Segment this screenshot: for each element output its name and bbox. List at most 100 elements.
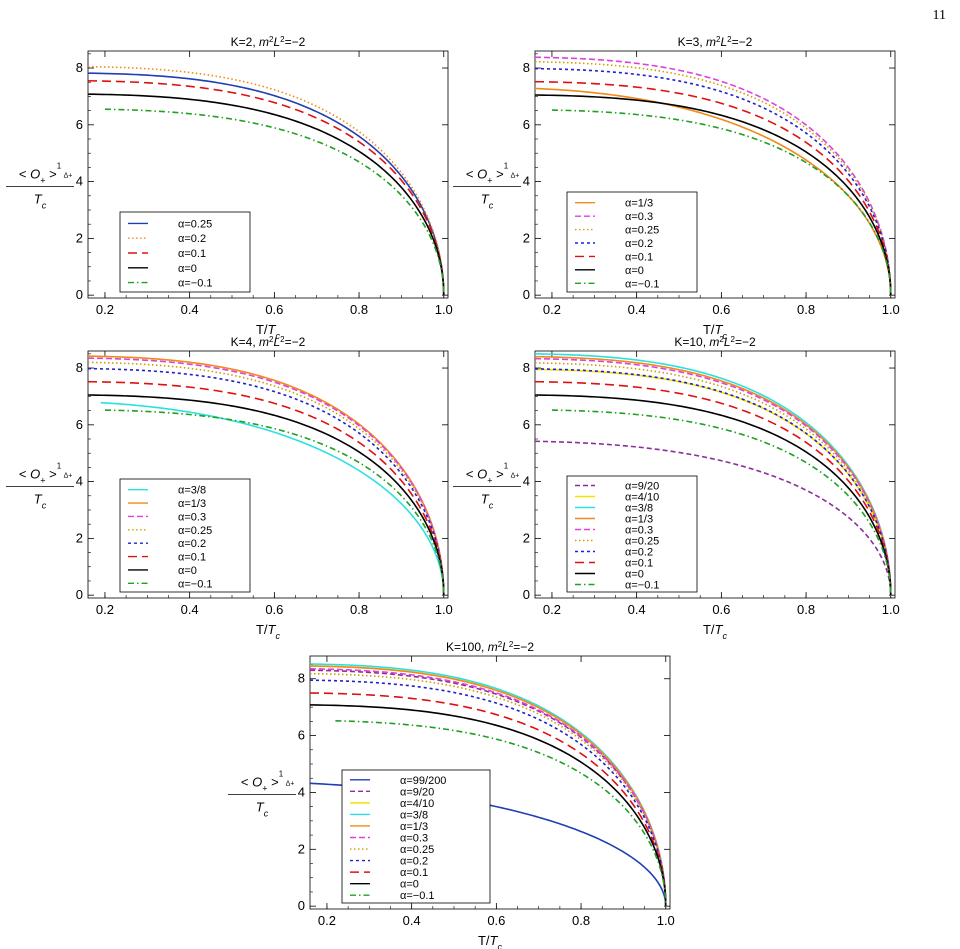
legend-box — [119, 211, 251, 293]
y-axis-exponent-denominator: Δ+ — [64, 173, 73, 180]
x-tick-label: 0.4 — [181, 302, 199, 317]
x-tick-label: 0.6 — [712, 602, 730, 617]
y-axis-label-denominator: Tc — [34, 492, 47, 511]
legend-label: α=3/8 — [400, 809, 428, 821]
series-line-6 — [535, 362, 892, 596]
plot-frame — [87, 350, 449, 599]
y-axis-label-numerator: < O+ >1 — [466, 462, 509, 486]
legend-label: α=0.2 — [178, 538, 206, 550]
series-line-1 — [100, 401, 445, 596]
y-tick-label: 0 — [76, 587, 83, 602]
legend-label: α=0.1 — [400, 867, 428, 879]
series-line-8 — [535, 380, 892, 596]
plot-frame — [309, 655, 671, 910]
series-line-1 — [88, 72, 445, 296]
series-line-5 — [535, 80, 892, 296]
legend-label: α=0.25 — [178, 525, 212, 537]
x-axis-label: T/Tc — [256, 322, 281, 341]
legend-label: α=−0.1 — [178, 578, 213, 590]
legend-label: α=0.25 — [625, 536, 659, 548]
y-axis-label-denominator: Tc — [34, 192, 47, 211]
x-tick-label: 0.2 — [543, 302, 561, 317]
y-axis-label-denominator: Tc — [481, 192, 494, 211]
legend-label: α=−0.1 — [625, 580, 660, 592]
legend-label: α=−0.1 — [400, 890, 435, 902]
y-axis-exponent-denominator: Δ+ — [511, 173, 520, 180]
y-tick-label: 8 — [76, 360, 83, 375]
x-tick-label: 0.6 — [487, 913, 505, 928]
legend-label: α=0.2 — [625, 238, 653, 250]
legend-label: α=−0.1 — [625, 278, 660, 290]
legend-label: α=0 — [178, 263, 197, 275]
legend-label: α=4/10 — [625, 492, 659, 504]
legend-label: α=0.2 — [625, 547, 653, 559]
legend-box — [566, 475, 698, 593]
y-axis-exponent-denominator: Δ+ — [64, 473, 73, 480]
legend-box — [566, 191, 698, 293]
chart-panel-5: K=100, m2L2=−2 0.2 0.4 0.6 0.8 1.0 0 2 4 6 8 T/Tc < … — [228, 640, 675, 949]
legend-label: α=3/8 — [625, 503, 653, 515]
chart-title: K=10, m2L2=−2 — [674, 335, 756, 350]
y-tick-label: 6 — [298, 728, 305, 743]
y-tick-label: 6 — [523, 417, 530, 432]
legend-box — [119, 478, 251, 593]
x-tick-label: 0.4 — [628, 302, 646, 317]
series-line-3 — [535, 60, 892, 296]
legend-label: α=9/20 — [400, 786, 434, 798]
y-axis-exponent-denominator: Δ+ — [286, 781, 295, 788]
legend-label: α=−0.1 — [178, 278, 213, 290]
x-axis-label: T/Tc — [256, 622, 281, 641]
y-tick-label: 4 — [523, 174, 530, 189]
series-line-7 — [88, 394, 445, 596]
y-axis-label-denominator: Tc — [481, 492, 494, 511]
series-line-5 — [88, 367, 445, 596]
series-line-7 — [551, 109, 892, 296]
series-line-6 — [535, 94, 892, 296]
y-tick-label: 4 — [298, 784, 305, 799]
x-tick-label: 0.8 — [350, 302, 368, 317]
legend-label: α=0.1 — [178, 552, 206, 564]
x-tick-label: 1.0 — [435, 602, 453, 617]
legend-label: α=0 — [400, 879, 419, 891]
series-line-7 — [310, 672, 667, 907]
legend-label: α=0.2 — [400, 856, 428, 868]
y-tick-label: 2 — [76, 530, 83, 545]
y-tick-label: 6 — [76, 417, 83, 432]
legend-label: α=0 — [625, 265, 644, 277]
x-tick-label: 0.6 — [265, 302, 283, 317]
y-axis-label-numerator: < O+ >1 — [466, 162, 509, 186]
x-tick-label: 0.4 — [628, 602, 646, 617]
x-tick-label: 0.6 — [712, 302, 730, 317]
series-line-9 — [310, 692, 667, 907]
series-line-8 — [104, 409, 445, 596]
chart-panel-1: K=2, m2L2=−2 0.2 0.4 0.6 0.8 1.0 0 2 4 6 8 T/Tc < O+… — [6, 35, 453, 341]
chart-title: K=2, m2L2=−2 — [231, 35, 306, 50]
page-number: 11 — [932, 8, 946, 23]
x-tick-label: 0.6 — [265, 602, 283, 617]
y-tick-label: 8 — [76, 60, 83, 75]
y-tick-label: 2 — [298, 841, 305, 856]
series-line-10 — [551, 409, 892, 596]
x-tick-label: 0.8 — [572, 913, 590, 928]
x-tick-label: 0.4 — [181, 602, 199, 617]
y-tick-label: 8 — [523, 60, 530, 75]
x-tick-label: 0.2 — [96, 602, 114, 617]
plot-frame — [87, 50, 449, 299]
y-axis-label-numerator: < O+ >1 — [19, 462, 62, 486]
series-line-9 — [535, 394, 892, 596]
x-tick-label: 1.0 — [435, 302, 453, 317]
chart-title: K=3, m2L2=−2 — [678, 35, 753, 50]
legend-label: α=99/200 — [400, 775, 446, 787]
series-line-6 — [310, 667, 667, 907]
y-tick-label: 4 — [76, 174, 83, 189]
legend-label: α=0.1 — [178, 248, 206, 260]
y-axis-label-numerator: < O+ >1 — [241, 770, 284, 794]
plot-frame — [534, 50, 896, 299]
chart-panel-3: K=4, m2L2=−2 0.2 0.4 0.6 0.8 1.0 0 2 4 6 8 T/Tc < O+… — [6, 335, 453, 641]
x-tick-label: 0.2 — [318, 913, 336, 928]
x-tick-label: 1.0 — [882, 602, 900, 617]
legend-box — [341, 769, 491, 904]
legend-label: α=4/10 — [400, 798, 434, 810]
x-axis-label: T/Tc — [703, 322, 728, 341]
